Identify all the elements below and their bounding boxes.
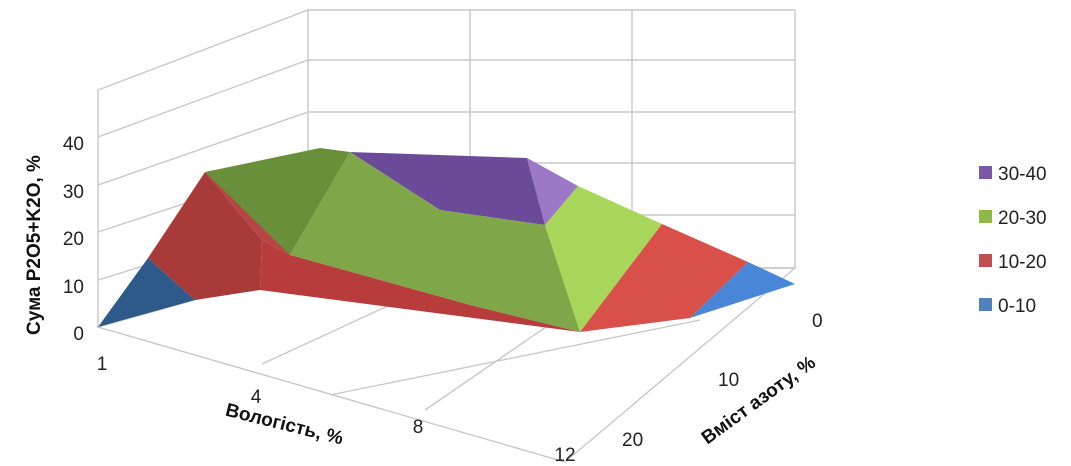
- legend-label: 30-40: [998, 164, 1047, 185]
- surface-patch-purple-edge: [527, 158, 578, 225]
- surface-patch-green-right: [545, 186, 662, 332]
- x-tick-label: 8: [413, 417, 424, 438]
- z-tick-label: 40: [63, 134, 84, 155]
- legend-label: 0-10: [998, 296, 1036, 317]
- grid-line-z40: [97, 59, 795, 138]
- x-tick-label: 12: [554, 445, 575, 466]
- surface-patch-red-left: [148, 172, 262, 300]
- legend-swatch: [979, 254, 992, 267]
- surface-patch-green-back: [205, 148, 350, 255]
- surface-patch-low-left: [98, 258, 195, 327]
- y-tick-label: 20: [622, 430, 643, 451]
- surface-patch-red-floor: [260, 240, 580, 332]
- surface-patch-purple: [350, 152, 545, 225]
- x-tick-labels: 1 4 8 12: [97, 354, 576, 466]
- z-tick-label: 30: [63, 182, 84, 203]
- legend: 30-40 20-30 10-20 0-10: [979, 164, 1047, 317]
- y-tick-label: 0: [812, 311, 823, 332]
- z-axis-title: Сума P2O5+K2O, %: [24, 155, 45, 335]
- legend-swatch: [979, 210, 992, 223]
- legend-label: 10-20: [998, 252, 1047, 273]
- legend-swatch: [979, 166, 992, 179]
- legend-swatch: [979, 298, 992, 311]
- x-tick-label: 1: [97, 354, 108, 375]
- legend-label: 20-30: [998, 208, 1047, 229]
- grid-line-z50: [97, 9, 795, 91]
- surface-mesh: [98, 148, 795, 332]
- z-tick-label: 10: [63, 277, 84, 298]
- surface-patch-blue-right: [690, 262, 795, 318]
- y-tick-label: 10: [718, 370, 739, 391]
- y-tick-labels: 0 10 20: [622, 311, 823, 451]
- surface-patch-red-right: [580, 224, 748, 332]
- z-tick-labels: 0 10 20 30 40: [63, 134, 84, 345]
- surface-patch-green-main: [290, 152, 580, 332]
- z-tick-label: 20: [63, 229, 84, 250]
- x-axis-title: Вологість, %: [223, 400, 345, 450]
- x-tick-label: 4: [251, 387, 262, 408]
- floor-grid-y10: [329, 319, 701, 396]
- y-axis-title: Вміст азоту, %: [698, 352, 820, 449]
- z-tick-label: 0: [73, 324, 84, 345]
